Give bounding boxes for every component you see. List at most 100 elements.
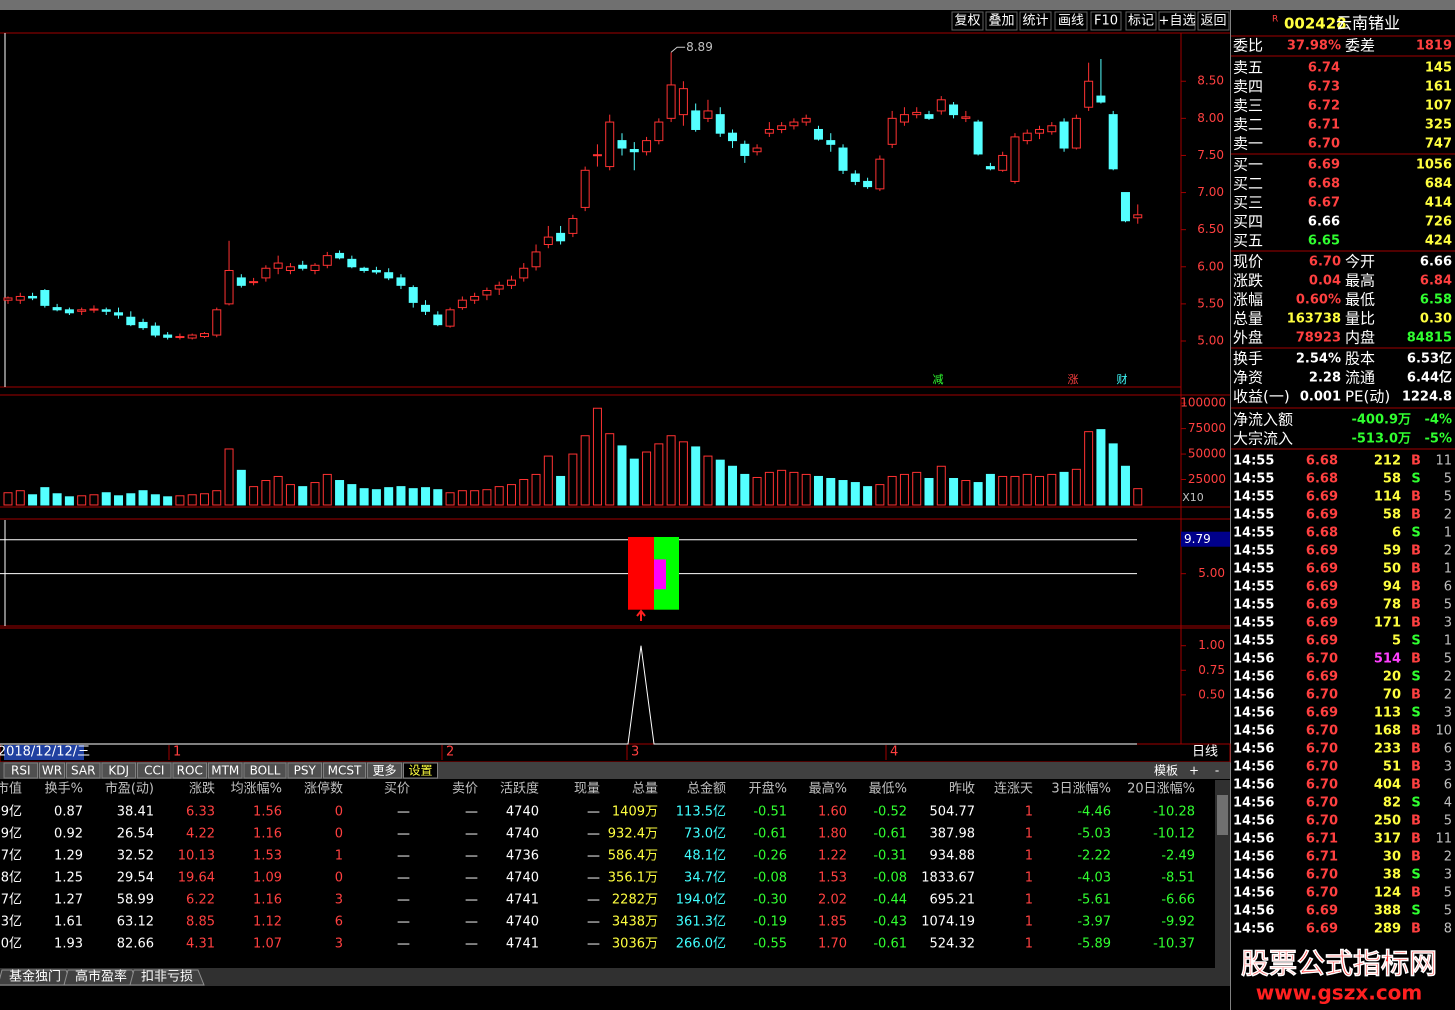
scroll-thumb[interactable] <box>1217 795 1228 835</box>
candle-body <box>592 154 602 157</box>
volume-bar <box>28 494 38 506</box>
tick-price: 6.71 <box>1306 832 1338 847</box>
candle-body <box>678 88 688 116</box>
y-tick-label: 75000 <box>1188 421 1226 435</box>
indicator-tab[interactable] <box>367 762 402 779</box>
candle-body <box>408 287 418 303</box>
table-cell: 19.64 <box>178 871 215 886</box>
tick-count: 2 <box>1444 688 1452 703</box>
tick-time: 14:55 <box>1233 580 1274 595</box>
book-label: 卖三 <box>1233 97 1263 115</box>
table-cell: — <box>465 915 478 930</box>
toolbar-button[interactable] <box>1090 11 1122 31</box>
toolbar-button[interactable] <box>1054 11 1088 31</box>
tick-count: 5 <box>1444 472 1452 487</box>
indicator-tab[interactable] <box>287 762 322 779</box>
toolbar-button[interactable] <box>985 11 1018 31</box>
indicator-tab[interactable] <box>243 762 287 779</box>
volume-bar <box>703 455 713 506</box>
volume-bar <box>1120 465 1130 506</box>
toolbar-button[interactable] <box>1125 11 1157 31</box>
indicator-tab[interactable] <box>66 762 101 779</box>
tick-volume: 20 <box>1383 670 1401 685</box>
volume-bar <box>322 473 332 506</box>
indicator-tab-label: BOLL <box>250 764 281 778</box>
tick-side: B <box>1411 454 1421 469</box>
table-cell: 3036万 <box>612 937 658 952</box>
bottom-tab[interactable] <box>129 969 205 986</box>
volume-bar <box>273 475 283 506</box>
column-header: 20日涨幅% <box>1127 782 1195 797</box>
quote-label: 委差 <box>1345 37 1375 55</box>
candle-body <box>789 121 799 127</box>
tick-count: 6 <box>1444 742 1452 757</box>
volume-bar <box>1084 431 1094 506</box>
quote-value: 0.30 <box>1420 312 1452 327</box>
tick-time: 14:56 <box>1233 778 1274 793</box>
table-cell: -5.03 <box>1077 827 1111 842</box>
indicator-tab[interactable] <box>323 762 366 779</box>
column-header: 市盈(动) <box>105 781 154 797</box>
quote-label: 涨幅 <box>1233 291 1263 309</box>
candle-body <box>1108 114 1118 170</box>
column-header: 市值 <box>0 781 22 797</box>
tick-price: 6.69 <box>1306 616 1338 631</box>
tick-volume: 51 <box>1383 760 1401 775</box>
tick-time: 14:56 <box>1233 760 1274 775</box>
tick-count: 3 <box>1444 616 1452 631</box>
table-cell: 1.27 <box>54 893 83 908</box>
candle-body <box>556 232 566 242</box>
quote-value: 6.44亿 <box>1407 370 1452 386</box>
indicator-tab-label: KDJ <box>108 764 129 778</box>
toolbar-button[interactable] <box>1158 11 1196 31</box>
table-cell: -0.61 <box>753 827 787 842</box>
tick-count: 11 <box>1435 454 1452 469</box>
y-tick-label: 100000 <box>1180 396 1226 410</box>
tick-side: B <box>1411 688 1421 703</box>
y-tick-label: 6.50 <box>1197 222 1224 236</box>
indicator-tab[interactable] <box>101 762 136 779</box>
tick-side: B <box>1411 922 1421 937</box>
book-price: 6.67 <box>1308 196 1340 211</box>
toolbar-button[interactable] <box>1197 11 1230 31</box>
table-cell: — <box>465 893 478 908</box>
table-cell: 32.52 <box>117 849 154 864</box>
table-cell: 1.93 <box>54 937 83 952</box>
volume-bar <box>642 451 652 506</box>
volume-bar <box>199 493 209 506</box>
quote-value: 6.70 <box>1309 255 1341 270</box>
tick-count: 4 <box>1444 796 1452 811</box>
indicator-tab-label: MCST <box>328 764 362 778</box>
volume-bar <box>150 494 160 506</box>
y-tick-label: 5.50 <box>1197 296 1224 310</box>
column-header: 活跃度 <box>500 781 539 797</box>
volume-bar <box>1059 471 1069 506</box>
indicator-tab[interactable] <box>403 762 438 779</box>
volume-bar <box>543 455 553 506</box>
table-cell: 1.60 <box>818 805 847 820</box>
table-cell: 695.21 <box>930 893 976 908</box>
table-cell: 9亿 <box>1 805 22 820</box>
tick-side: B <box>1411 778 1421 793</box>
volume-bar <box>936 465 946 506</box>
candle-body <box>359 267 369 271</box>
toolbar-button[interactable] <box>951 11 984 31</box>
tick-volume: 212 <box>1374 454 1401 469</box>
indicator-tab[interactable] <box>39 762 65 779</box>
watermark: 股票公式指标网 <box>1241 947 1437 980</box>
table-cell: -0.08 <box>753 871 787 886</box>
toolbar-button[interactable] <box>1019 11 1052 31</box>
indicator-tab[interactable] <box>137 762 172 779</box>
table-cell: 1.09 <box>253 871 282 886</box>
table-cell: -0.08 <box>873 871 907 886</box>
table-cell: 1409万 <box>612 805 658 820</box>
title-strip <box>0 0 1455 10</box>
tick-volume: 78 <box>1383 598 1401 613</box>
table-cell: 6.33 <box>186 805 215 820</box>
indicator-tab[interactable] <box>3 762 38 779</box>
volume-bar <box>863 486 873 506</box>
indicator-tab[interactable] <box>172 762 207 779</box>
volume-bar <box>371 489 381 506</box>
volume-bar <box>347 484 357 506</box>
indicator-tab[interactable] <box>208 762 243 779</box>
